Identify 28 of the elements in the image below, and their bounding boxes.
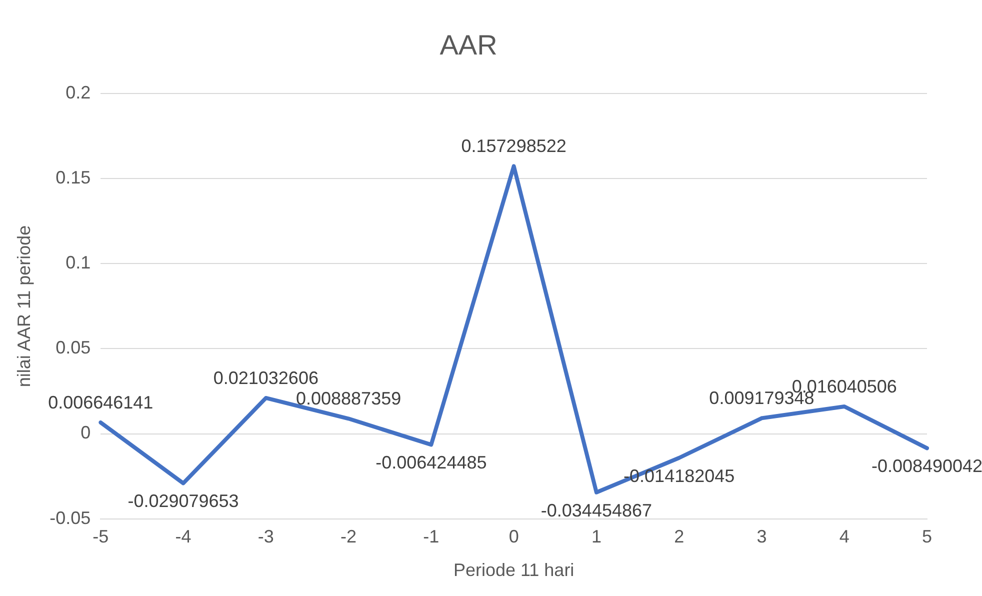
- data-label: 0.008887359: [296, 388, 402, 409]
- y-tick-label: 0: [80, 422, 91, 443]
- x-tick-label: 3: [756, 526, 767, 547]
- data-label: 0.006646141: [48, 392, 154, 412]
- chart-title: AAR: [440, 30, 498, 61]
- x-tick-label: 4: [839, 526, 850, 547]
- y-tick-label: 0.1: [66, 252, 91, 273]
- y-axis-title: nilai AAR 11 periode: [14, 225, 34, 388]
- x-tick-label: 2: [674, 526, 684, 547]
- x-tick-label: -3: [258, 526, 274, 547]
- x-tick-label: -2: [340, 526, 357, 547]
- data-label: 0.021032606: [213, 368, 318, 388]
- x-axis-title: Periode 11 hari: [453, 560, 574, 580]
- y-tick-label: 0.15: [56, 168, 91, 188]
- data-label: -0.008490042: [871, 456, 982, 476]
- y-tick-label: 0.2: [66, 82, 91, 103]
- x-tick-label: -4: [175, 526, 192, 547]
- x-tick-label: -5: [92, 526, 109, 547]
- x-tick-label: 0: [508, 526, 519, 547]
- data-label: -0.029079653: [128, 491, 239, 512]
- x-tick-label: 5: [922, 526, 932, 547]
- data-label: 0.157298522: [461, 136, 566, 156]
- x-tick-label: -1: [423, 526, 440, 547]
- x-tick-label: 1: [591, 526, 602, 547]
- data-label: -0.034454867: [540, 500, 652, 520]
- y-tick-label: -0.05: [50, 508, 91, 528]
- data-label: -0.006424485: [376, 452, 487, 473]
- y-tick-label: 0.05: [56, 338, 91, 358]
